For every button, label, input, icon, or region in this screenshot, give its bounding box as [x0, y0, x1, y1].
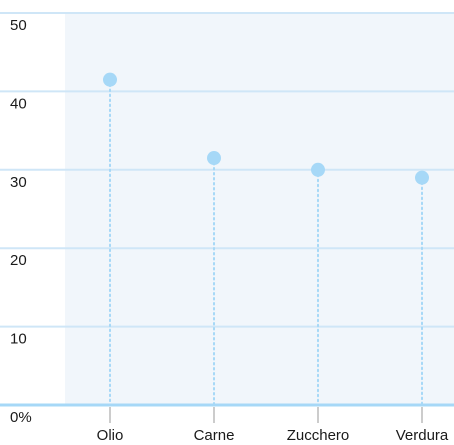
y-tick-label: 50 [10, 17, 27, 34]
y-tick-label: 20 [10, 252, 27, 269]
x-tick-label: Olio [97, 427, 124, 444]
x-tick-label: Verdura [396, 427, 449, 444]
y-tick-label: 40 [10, 95, 27, 112]
series [103, 72, 429, 406]
data-point [207, 151, 221, 166]
data-point [415, 170, 429, 185]
y-tick-label: 0% [10, 409, 32, 426]
gridlines [0, 12, 454, 407]
y-tick-label: 10 [10, 331, 27, 348]
x-tick-label: Zucchero [287, 427, 350, 444]
y-axis-ticks: 0% 10 20 30 40 50 [10, 17, 32, 426]
data-point [103, 72, 117, 87]
y-tick-label: 30 [10, 174, 27, 191]
x-tick-label: Carne [194, 427, 235, 444]
data-point [311, 162, 325, 177]
plot-background [65, 13, 454, 405]
x-axis-ticks: Olio Carne Zucchero Verdura [97, 407, 449, 444]
